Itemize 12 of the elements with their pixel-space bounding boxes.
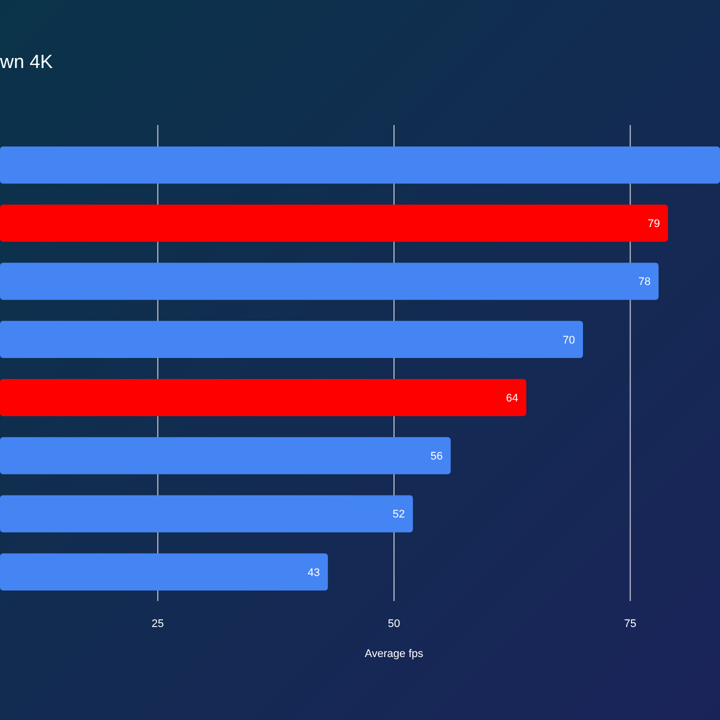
x-tick-label: 50 [388,618,400,630]
data-label: 79 [648,218,660,230]
data-label: 64 [506,392,518,404]
data-label: 43 [308,566,320,579]
x-axis-title: Average fps [364,648,424,660]
chart-title: wn 4K [0,52,54,73]
x-tick-label: 75 [624,618,636,630]
data-label: 78 [638,276,651,288]
data-label: 70 [562,334,575,346]
data-label: 56 [430,450,443,463]
x-tick-label: 25 [152,618,164,630]
data-label: 52 [392,508,405,521]
